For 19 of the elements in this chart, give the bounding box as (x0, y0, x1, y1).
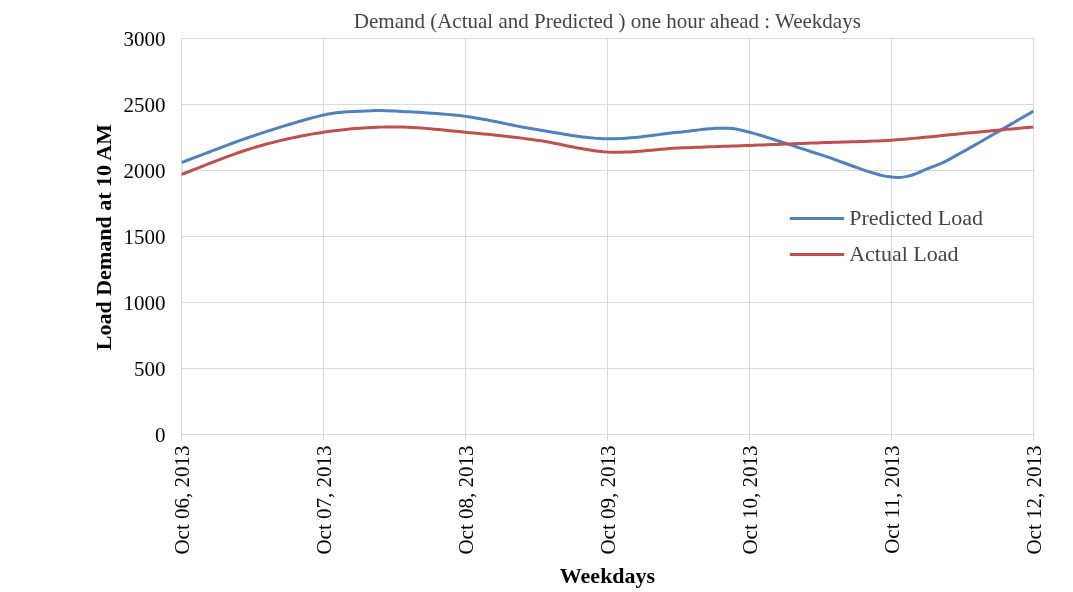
y-tick-label: 3000 (123, 26, 166, 51)
y-tick-label: 0 (155, 422, 166, 447)
legend-label: Actual Load (849, 241, 959, 267)
x-tick-label: Oct 12, 2013 (1021, 445, 1046, 555)
legend-label: Predicted Load (849, 205, 983, 231)
x-tick-label: Oct 07, 2013 (311, 445, 336, 555)
y-axis-title: Load Demand at 10 AM (90, 123, 116, 351)
x-tick-label: Oct 10, 2013 (737, 445, 762, 555)
y-tick-label: 500 (134, 356, 166, 381)
chart-title: Demand (Actual and Predicted ) one hour ahead : Weekdays (353, 8, 861, 33)
y-tick-label: 2500 (123, 92, 166, 117)
y-tick-label: 1500 (123, 224, 166, 249)
x-axis-title: Weekdays (559, 562, 656, 588)
x-tick-label: Oct 06, 2013 (169, 445, 194, 555)
y-tick-label: 1000 (123, 290, 166, 315)
x-tick-label: Oct 11, 2013 (879, 445, 904, 554)
x-tick-label: Oct 09, 2013 (595, 445, 620, 555)
x-tick-label: Oct 08, 2013 (453, 445, 478, 555)
y-tick-label: 2000 (123, 158, 166, 183)
